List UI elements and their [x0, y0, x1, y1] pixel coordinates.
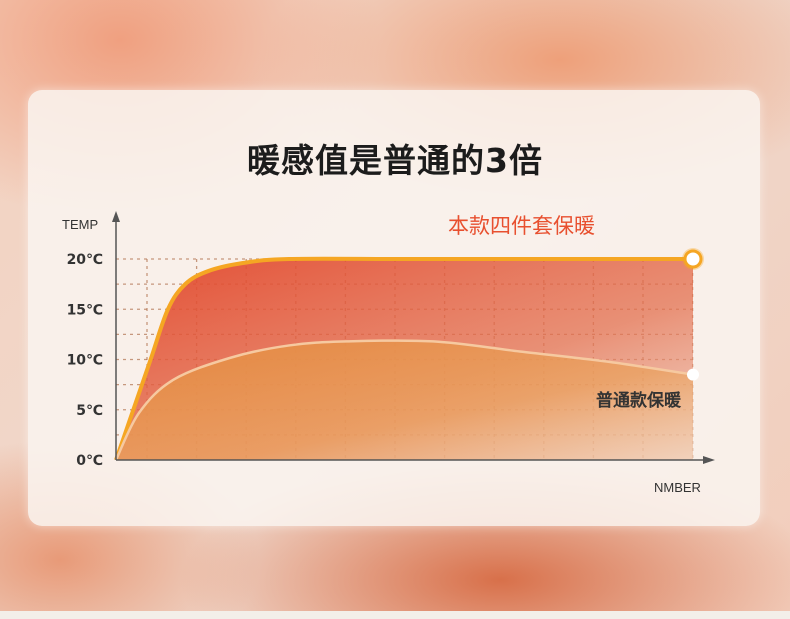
y-axis-arrow-icon: [112, 211, 120, 222]
legend-series-2: 普通款保暖: [596, 390, 682, 411]
series-line-1: [114, 256, 693, 461]
y-tick-label: 0℃: [76, 453, 103, 469]
x-axis-arrow-icon: [703, 456, 715, 464]
y-tick-label: 15℃: [67, 302, 103, 318]
end-marker-2: [687, 368, 699, 381]
end-marker-1: [683, 249, 703, 269]
page-title: 暖感值是普通的3倍: [247, 141, 543, 180]
y-tick-label: 5℃: [76, 403, 103, 419]
series-line-2: [114, 339, 694, 461]
bottom-strip: [0, 611, 790, 619]
y-tick-label: 20℃: [67, 252, 103, 268]
y-axis-label: TEMP: [62, 217, 98, 232]
series-area-2: [116, 340, 693, 460]
y-tick-label: 10℃: [67, 353, 103, 369]
legend-series-1: 本款四件套保暖: [448, 214, 595, 238]
x-axis-label: NMBER: [654, 480, 701, 495]
